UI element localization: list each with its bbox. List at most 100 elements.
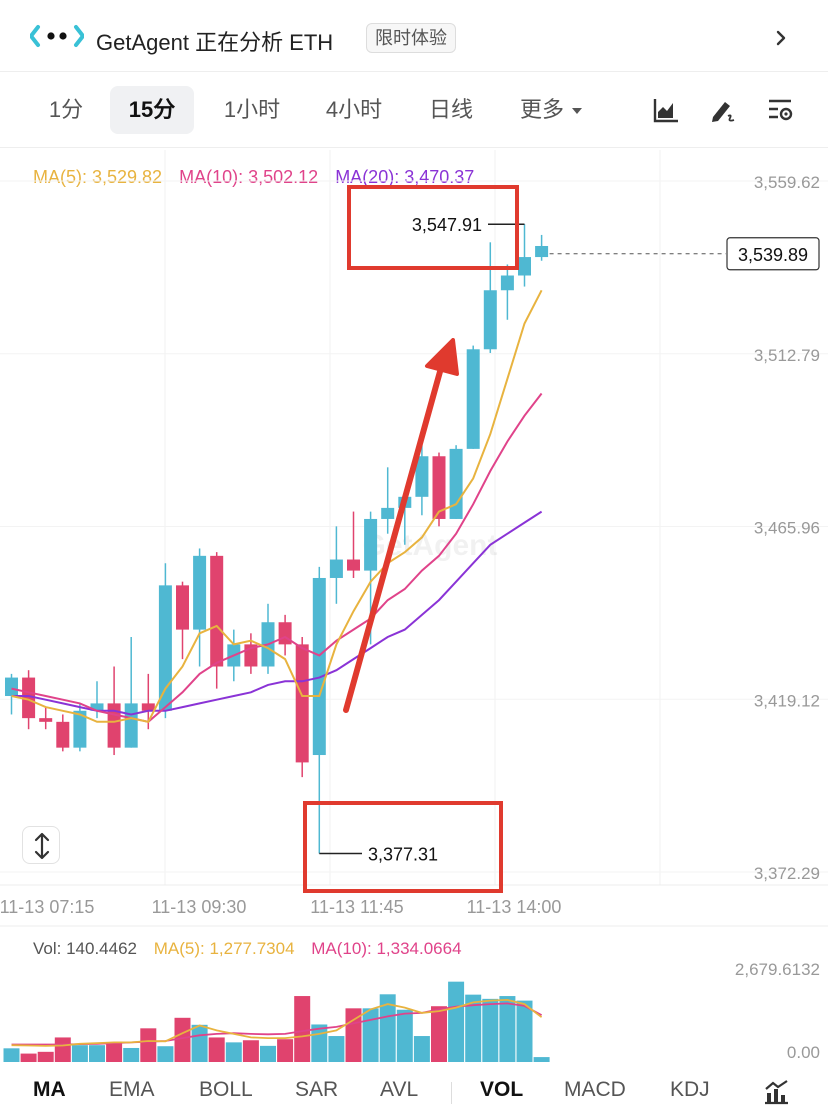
expand-vertical-icon: [34, 832, 50, 860]
time-axis-label: 11-13 07:15: [0, 897, 94, 917]
current-price-box: [726, 237, 820, 271]
indicator-avl[interactable]: AVL: [380, 1078, 419, 1101]
volume-bar: [37, 1051, 54, 1062]
ma5-legend: MA(5): 3,529.82: [33, 167, 163, 187]
header-title: GetAgent 正在分析 ETH: [96, 30, 334, 55]
indicator-bar: MA EMA BOLL SAR AVL VOL MACD KDJ: [0, 1068, 828, 1115]
caret-down-icon: [572, 108, 582, 115]
indicator-sar[interactable]: SAR: [295, 1078, 339, 1101]
volume-bar: [89, 1045, 105, 1062]
ma5-line: [11, 289, 543, 723]
indicator-chart-icon[interactable]: [762, 1078, 790, 1106]
timeframe-more[interactable]: 更多: [506, 86, 596, 134]
low-annotation-box: [303, 801, 503, 893]
vol-ma5-legend: MA(5): 1,277.7304: [153, 939, 295, 958]
app-header: GetAgent 正在分析 ETH 限时体验: [0, 0, 828, 72]
volume-bar: [140, 1028, 157, 1062]
indicator-settings-icon[interactable]: [766, 96, 794, 124]
timeframe-label: 日线: [428, 97, 473, 122]
time-axis-label: 11-13 14:00: [467, 897, 562, 917]
volume-bar: [20, 1053, 37, 1062]
vol-value-legend: Vol: 140.4462: [33, 939, 137, 958]
getagent-logo-icon: [30, 25, 84, 47]
chevron-right-icon[interactable]: [772, 26, 790, 50]
volume-axis-label: 2,679.6132: [735, 960, 820, 979]
indicator-macd[interactable]: MACD: [564, 1078, 626, 1101]
trend-arrow-shaft: [343, 365, 444, 713]
candle-body: [483, 290, 497, 350]
candle-body: [415, 456, 429, 497]
volume-bar: [294, 996, 311, 1062]
ma10-legend: MA(10): 3,502.12: [179, 167, 319, 187]
candle-body: [329, 559, 343, 578]
candle-body: [176, 585, 189, 630]
high-price-label: 3,547.91: [412, 215, 482, 235]
candle-body: [210, 555, 224, 667]
current-price-label: 3,539.89: [738, 245, 808, 265]
timeframe-daily[interactable]: 日线: [418, 86, 484, 134]
expand-chart-button[interactable]: [22, 826, 60, 864]
price-axis-label: 3,372.29: [754, 864, 820, 883]
candle-body: [347, 559, 360, 571]
volume-bar: [277, 1039, 294, 1062]
vol-ma10-legend: MA(10): 1,334.0664: [311, 939, 462, 958]
indicator-kdj[interactable]: KDJ: [670, 1078, 710, 1101]
candle-body: [141, 703, 155, 711]
candle-body: [381, 507, 395, 519]
timeframe-label: 15分: [128, 97, 176, 122]
volume-bar: [157, 1046, 174, 1062]
timeframe-15m[interactable]: 15分: [110, 86, 194, 134]
price-axis-label: 3,465.96: [754, 519, 820, 538]
timeframe-label: 1小时: [223, 97, 281, 122]
indicator-divider: [451, 1082, 452, 1104]
volume-bar: [191, 1024, 208, 1062]
indicator-ma[interactable]: MA: [33, 1078, 66, 1101]
timeframe-label: 更多: [519, 97, 564, 122]
candle-body: [124, 703, 138, 748]
trial-badge: 限时体验: [366, 23, 456, 53]
candle-body: [312, 577, 326, 756]
volume-bar: [242, 1040, 259, 1062]
time-axis-label: 11-13 09:30: [152, 897, 247, 917]
volume-bar: [482, 998, 499, 1062]
volume-bar: [225, 1042, 242, 1062]
volume-bar: [379, 994, 396, 1062]
price-axis-label: 3,512.79: [754, 346, 820, 365]
price-chart[interactable]: 3,559.62 3,512.79 3,465.96 3,419.12 3,372.29…: [0, 150, 828, 1065]
chart-style-icon[interactable]: [652, 96, 680, 124]
vol-legend: Vol: 140.4462 MA(5): 1,277.7304 MA(10): …: [33, 939, 474, 959]
volume-bar: [71, 1045, 88, 1062]
indicator-boll[interactable]: BOLL: [199, 1078, 253, 1101]
candle-body: [22, 677, 36, 719]
volume-bar: [328, 1036, 345, 1062]
high-annotation-box: [347, 185, 519, 270]
indicator-ema[interactable]: EMA: [109, 1078, 155, 1101]
volume-bar: [3, 1048, 20, 1062]
price-axis-label: 3,559.62: [754, 173, 820, 192]
timeframe-label: 4小时: [325, 97, 383, 122]
volume-bar: [123, 1047, 140, 1062]
volume-bar: [465, 994, 482, 1062]
watermark-text: GetAgent: [363, 529, 498, 562]
volume-bar: [54, 1037, 71, 1062]
candle-body: [432, 456, 446, 519]
volume-bar: [208, 1037, 225, 1062]
timeframe-4h[interactable]: 4小时: [312, 86, 396, 134]
low-price-label: 3,377.31: [368, 844, 438, 864]
timeframe-1h[interactable]: 1小时: [210, 86, 294, 134]
time-axis-label: 11-13 11:45: [310, 897, 403, 917]
candle-body: [39, 718, 53, 722]
draw-tool-icon[interactable]: [708, 96, 736, 124]
candle-body: [5, 677, 18, 697]
candle-body: [449, 448, 463, 519]
ma20-legend: MA(20): 3,470.37: [335, 167, 475, 187]
volume-bar: [396, 1009, 413, 1062]
price-axis-label: 3,419.12: [754, 691, 820, 710]
volume-bar: [516, 1000, 533, 1062]
candle-body: [73, 710, 87, 748]
candle-body: [295, 644, 309, 763]
timeframe-1m[interactable]: 1分: [36, 86, 96, 134]
ma10-line: [11, 392, 543, 723]
candle-body: [90, 703, 104, 711]
indicator-vol[interactable]: VOL: [480, 1078, 524, 1101]
